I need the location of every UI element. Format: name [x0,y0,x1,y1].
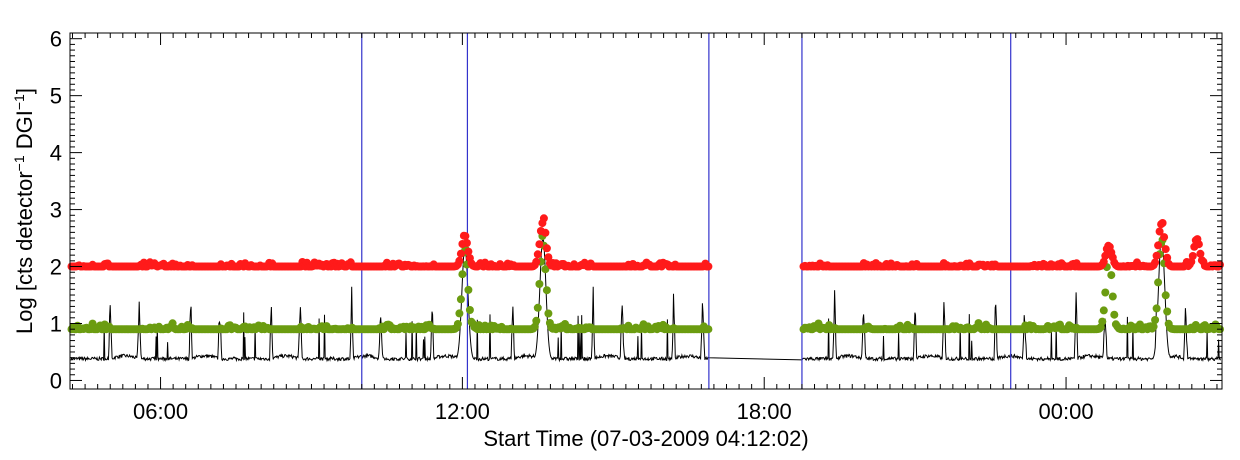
y-tick-label: 0 [50,368,62,393]
low-channel-point [704,325,713,334]
x-tick-label: 06:00 [133,399,188,424]
low-channel-point [1152,304,1161,313]
high-channel-point [539,214,548,223]
y-tick-label: 6 [50,27,62,52]
high-channel-point [1101,251,1110,260]
high-channel-point [456,249,465,258]
low-channel-point [1110,310,1119,319]
low-channel-point [1151,316,1160,324]
y-axis-label-part: DGI [12,110,37,155]
low-channel-point [458,270,467,279]
high-channel-point [1188,252,1197,260]
high-channel-point [535,240,544,249]
high-channel-point [1194,240,1203,249]
high-channel-point [1152,251,1161,260]
y-tick-label: 2 [50,255,62,280]
high-channel-point [704,262,713,271]
low-channel-point [453,320,462,328]
y-axis-label-part: ] [12,88,37,94]
low-channel-point [541,265,550,274]
high-channel-point [544,253,553,262]
y-axis-label-part: Log [cts detector [12,171,37,334]
low-channel-point [1099,306,1108,315]
y-axis-label-superscript: −1 [11,94,27,110]
low-channel-point [465,306,474,314]
high-channel-point [541,228,550,237]
x-tick-label: 00:00 [1039,399,1094,424]
y-tick-label: 3 [50,198,62,223]
low-channel-point [1101,288,1110,297]
low-channel-point [456,295,465,304]
x-tick-label: 12:00 [435,399,490,424]
plot-marks [67,33,1224,389]
high-channel-point [542,244,551,253]
high-channel-point [462,239,471,247]
y-tick-label: 5 [50,84,62,109]
high-channel-point [1158,219,1167,227]
x-axis-label: Start Time (07-03-2009 04:12:02) [483,426,808,451]
high-channel-point [455,256,464,265]
low-channel-point [1107,271,1116,280]
high-channel-point [1196,249,1205,258]
high-channel-point [1154,241,1163,250]
low-channel-point [455,309,464,318]
y-axis-label: Log [cts detector−1 DGI−1] [11,88,37,334]
low-channel-point [542,286,551,295]
low-channel-point [1098,317,1107,326]
low-channel-point [1154,278,1163,287]
y-tick-label: 4 [50,141,62,166]
low-channel-point [464,285,473,294]
high-channel-point [1160,233,1169,242]
low-channel-point [535,280,544,288]
plot-frame [69,32,1223,390]
low-channel-point [544,309,553,318]
high-channel-point [1216,260,1224,269]
low-channel-point [1163,307,1172,316]
low-channel-point [533,303,542,312]
low-channel-point [532,316,541,325]
background-line [70,234,1221,363]
low-channel-point [1161,291,1170,300]
high-channel-point [461,232,470,241]
x-tick-label: 18:00 [737,399,792,424]
high-channel-point [464,247,473,256]
high-channel-point [533,250,542,259]
low-channel-point [1108,292,1117,301]
high-channel-point [1161,245,1170,254]
high-channel-point [532,257,541,266]
high-channel-point [1163,253,1172,262]
high-channel-point [1155,227,1164,236]
axes: 0 1 2 3 4 5 6 06:00 12:00 18:00 00:00 [50,27,1222,424]
y-tick-label: 1 [50,311,62,336]
y-axis-label-superscript: −1 [11,155,27,171]
low-channel-point [1149,322,1158,331]
high-channel-point [1151,258,1160,267]
